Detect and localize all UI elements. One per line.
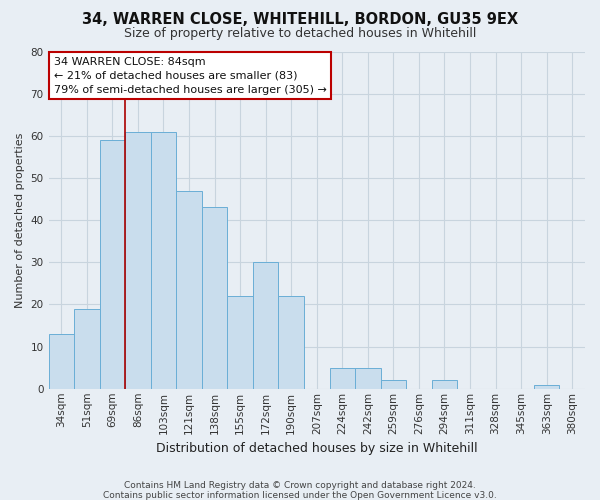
Bar xyxy=(329,368,355,389)
Bar xyxy=(176,190,202,389)
Y-axis label: Number of detached properties: Number of detached properties xyxy=(15,132,25,308)
Text: 34 WARREN CLOSE: 84sqm
← 21% of detached houses are smaller (83)
79% of semi-det: 34 WARREN CLOSE: 84sqm ← 21% of detached… xyxy=(54,56,327,94)
Text: Contains public sector information licensed under the Open Government Licence v3: Contains public sector information licen… xyxy=(103,491,497,500)
Text: Contains HM Land Registry data © Crown copyright and database right 2024.: Contains HM Land Registry data © Crown c… xyxy=(124,481,476,490)
Bar xyxy=(278,296,304,389)
Bar xyxy=(355,368,380,389)
Bar xyxy=(125,132,151,389)
X-axis label: Distribution of detached houses by size in Whitehill: Distribution of detached houses by size … xyxy=(156,442,478,455)
Bar xyxy=(534,384,559,389)
Text: 34, WARREN CLOSE, WHITEHILL, BORDON, GU35 9EX: 34, WARREN CLOSE, WHITEHILL, BORDON, GU3… xyxy=(82,12,518,28)
Bar xyxy=(432,380,457,389)
Bar xyxy=(202,208,227,389)
Bar xyxy=(227,296,253,389)
Text: Size of property relative to detached houses in Whitehill: Size of property relative to detached ho… xyxy=(124,28,476,40)
Bar xyxy=(253,262,278,389)
Bar xyxy=(100,140,125,389)
Bar xyxy=(151,132,176,389)
Bar xyxy=(74,308,100,389)
Bar xyxy=(380,380,406,389)
Bar xyxy=(49,334,74,389)
